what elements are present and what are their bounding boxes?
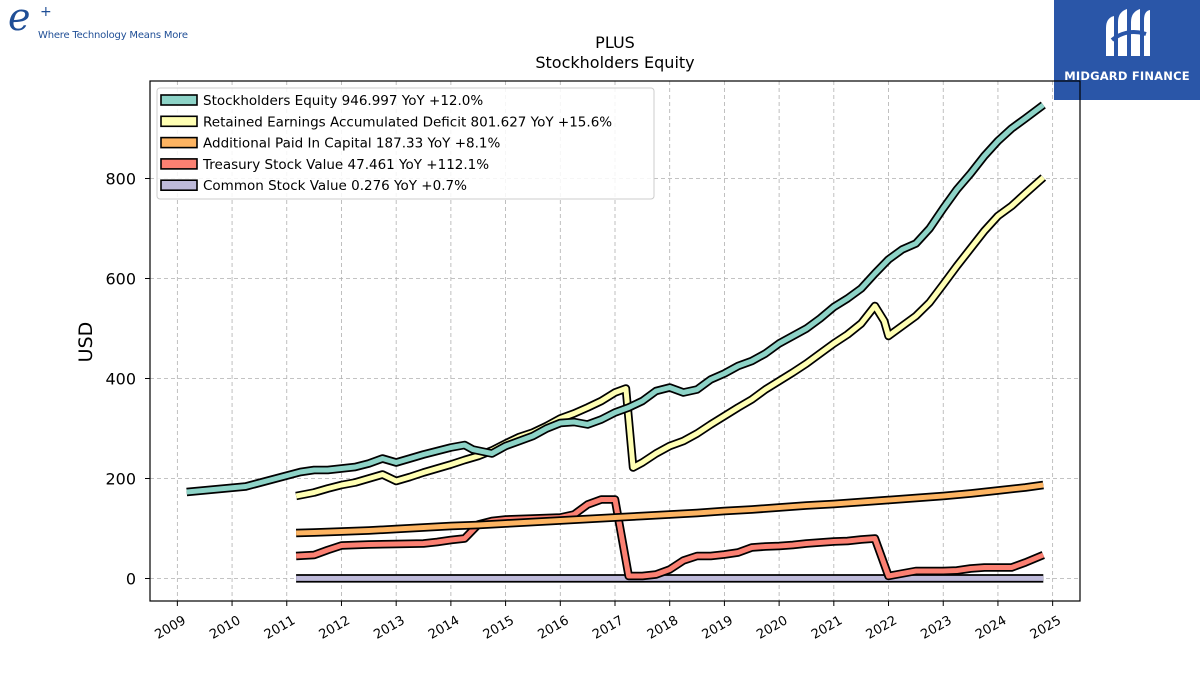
- y-tick-label: 200: [105, 470, 136, 489]
- legend-box: [156, 87, 655, 200]
- x-tick-label: 2025: [1028, 613, 1064, 643]
- retained-earnings-accumulated-deficit-line: [295, 175, 1045, 499]
- x-tick-label: 2009: [153, 613, 189, 643]
- logo-name: MIDGARD FINANCE: [1064, 69, 1190, 83]
- x-tick-label: 2016: [535, 613, 571, 643]
- x-tick-label: 2012: [317, 613, 353, 643]
- x-tick-label: 2021: [809, 613, 845, 643]
- logo-tagline: Where Technology Means More: [38, 30, 188, 41]
- additional-paid-in-capital-line: [296, 482, 1044, 536]
- x-tick-label: 2023: [918, 613, 954, 643]
- midgard-logo-icon: [1106, 9, 1150, 56]
- y-tick-label: 400: [105, 370, 136, 389]
- x-tick-label: 2013: [371, 613, 407, 643]
- legend-swatch: [160, 115, 198, 128]
- y-axis-label: USD: [75, 322, 97, 363]
- legend-swatch: [160, 179, 198, 191]
- legend-swatch: [160, 158, 198, 170]
- series-lines: [186, 101, 1047, 583]
- legend: Stockholders Equity 946.997 YoY +12.0% Re…: [156, 87, 655, 200]
- midgard-finance-logo: MIDGARD FINANCE: [1054, 0, 1200, 100]
- y-tick-label: 0: [126, 570, 136, 589]
- stockholders-equity-line: [186, 103, 1045, 495]
- legend-entry: Treasury Stock Value 47.461 YoY +112.1%: [202, 157, 489, 173]
- x-tick-label: 2010: [207, 613, 243, 643]
- legend-entry: Additional Paid In Capital 187.33 YoY +8…: [203, 136, 500, 152]
- x-tick-label: 2011: [262, 613, 298, 643]
- y-tick-label: 800: [105, 170, 136, 189]
- legend-swatch: [160, 136, 198, 149]
- treasury-stock-value-line: [295, 497, 1045, 579]
- legend-entry: Common Stock Value 0.276 YoY +0.7%: [203, 178, 467, 194]
- x-tick-label: 2015: [481, 613, 517, 643]
- x-tick-label: 2024: [973, 613, 1009, 643]
- legend-entry: Retained Earnings Accumulated Deficit 80…: [203, 114, 612, 130]
- legend-entry: Stockholders Equity 946.997 YoY +12.0%: [203, 93, 483, 109]
- x-tick-label: 2014: [426, 613, 462, 643]
- x-tick-label: 2017: [590, 613, 626, 643]
- chart-subtitle: Stockholders Equity: [535, 53, 694, 72]
- y-tick-label: 600: [105, 270, 136, 289]
- x-tick-label: 2019: [700, 613, 736, 643]
- x-tick-label: 2018: [645, 613, 681, 643]
- logo-plus: +: [40, 4, 52, 20]
- chart-title: PLUS: [595, 33, 635, 52]
- legend-swatch: [160, 94, 198, 106]
- x-tick-label: 2020: [754, 613, 790, 643]
- logo-mark: e: [8, 0, 31, 39]
- x-tick-label: 2022: [864, 613, 900, 643]
- company-logo: e + Where Technology Means More: [4, 0, 204, 46]
